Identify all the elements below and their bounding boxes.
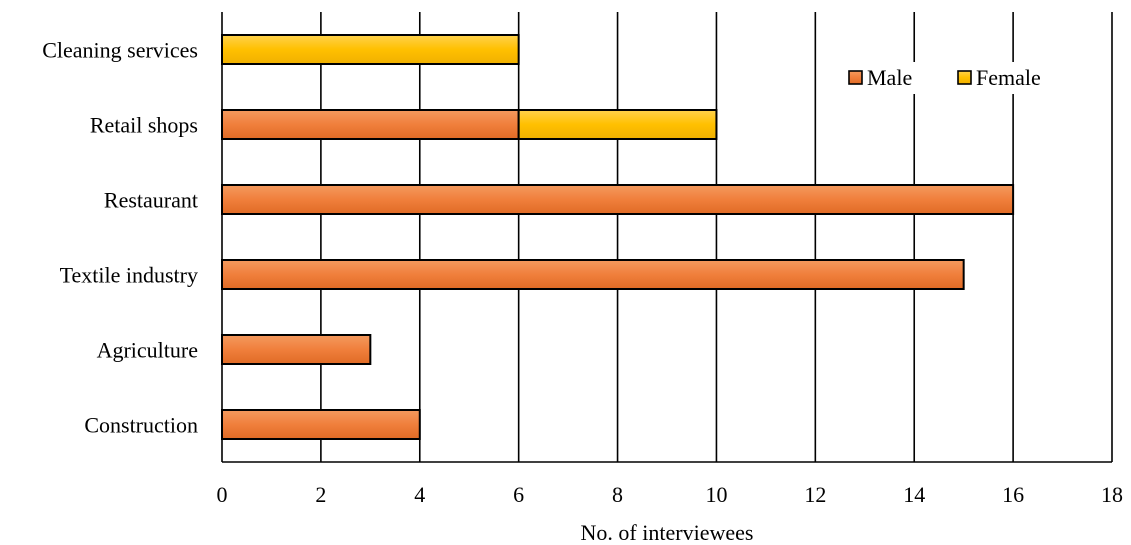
x-tick-label: 6 (513, 482, 524, 507)
x-tick-label: 0 (217, 482, 228, 507)
bar-female-cleaning-services (221, 34, 520, 65)
legend-swatch-female (957, 70, 972, 85)
bar-male-restaurant (221, 184, 1015, 215)
category-label: Restaurant (104, 188, 198, 213)
x-tick-label: 4 (414, 482, 425, 507)
category-label: Cleaning services (42, 38, 198, 63)
legend-background (840, 62, 1060, 94)
axes (221, 12, 1112, 463)
tick-labels: 0 2 4 6 8 10 12 14 16 18 (217, 482, 1124, 507)
x-tick-label: 14 (903, 482, 925, 507)
x-tick-label: 8 (612, 482, 623, 507)
category-labels: Cleaning services Retail shops Restaurant T… (42, 38, 198, 438)
bar-male-agriculture (221, 334, 372, 365)
legend-swatch-male (848, 70, 863, 85)
x-tick-label: 12 (804, 482, 826, 507)
x-tick-label: 16 (1002, 482, 1024, 507)
legend-label-female: Female (976, 65, 1041, 90)
x-tick-label: 18 (1101, 482, 1123, 507)
x-axis-label: No. of interviewees (581, 520, 754, 545)
category-label: Textile industry (60, 263, 198, 288)
legend: Male Female (840, 62, 1060, 94)
category-label: Retail shops (90, 113, 198, 138)
legend-label-male: Male (867, 65, 912, 90)
bars (221, 34, 1015, 440)
bar-female-retail-shops (517, 109, 718, 140)
bar-male-construction (221, 409, 421, 440)
bar-male-retail-shops (221, 109, 520, 140)
category-label: Agriculture (97, 338, 198, 363)
x-tick-label: 10 (705, 482, 727, 507)
bar-male-textile-industry (221, 259, 965, 290)
x-tick-label: 2 (315, 482, 326, 507)
category-label: Construction (84, 413, 198, 438)
